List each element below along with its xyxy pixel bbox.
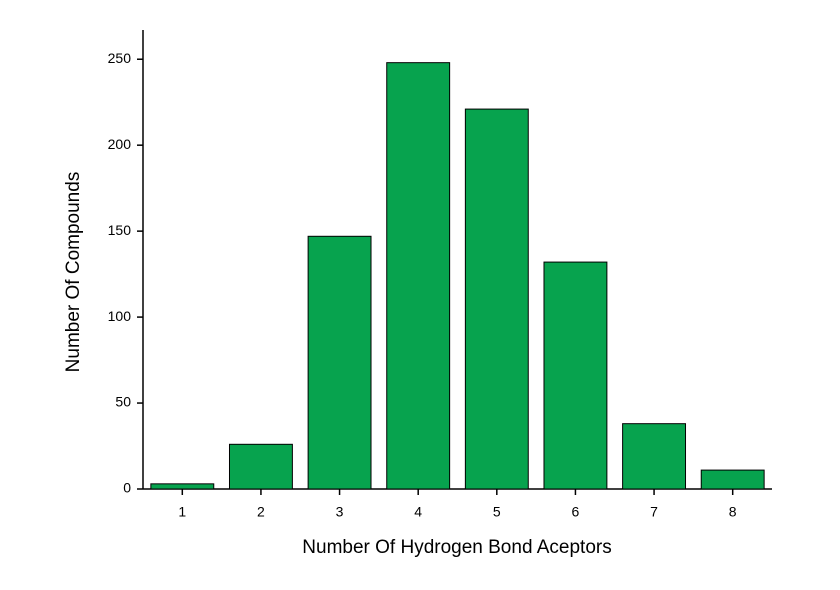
x-tick-label: 4 xyxy=(414,504,422,520)
y-tick-label: 50 xyxy=(115,394,131,410)
x-tick-label: 3 xyxy=(336,504,344,520)
bar xyxy=(150,483,215,490)
x-tick-label: 2 xyxy=(257,504,265,520)
x-tick-label: 7 xyxy=(650,504,658,520)
y-axis-title: Number Of Compounds xyxy=(63,172,84,373)
y-tick-label: 0 xyxy=(123,480,131,496)
x-tick-label: 6 xyxy=(572,504,580,520)
bar xyxy=(386,62,451,490)
bar xyxy=(464,108,529,490)
bar xyxy=(543,261,608,490)
bar xyxy=(622,423,687,490)
y-tick-label: 100 xyxy=(108,308,132,324)
y-tick-label: 250 xyxy=(108,50,132,66)
bar xyxy=(228,443,293,490)
bar xyxy=(307,235,372,490)
y-tick-label: 200 xyxy=(108,136,132,152)
x-tick-label: 5 xyxy=(493,504,501,520)
y-tick-label: 150 xyxy=(108,222,132,238)
x-tick-label: 1 xyxy=(178,504,186,520)
x-axis-title: Number Of Hydrogen Bond Aceptors xyxy=(302,537,611,558)
bar xyxy=(700,469,765,490)
x-tick-label: 8 xyxy=(729,504,737,520)
